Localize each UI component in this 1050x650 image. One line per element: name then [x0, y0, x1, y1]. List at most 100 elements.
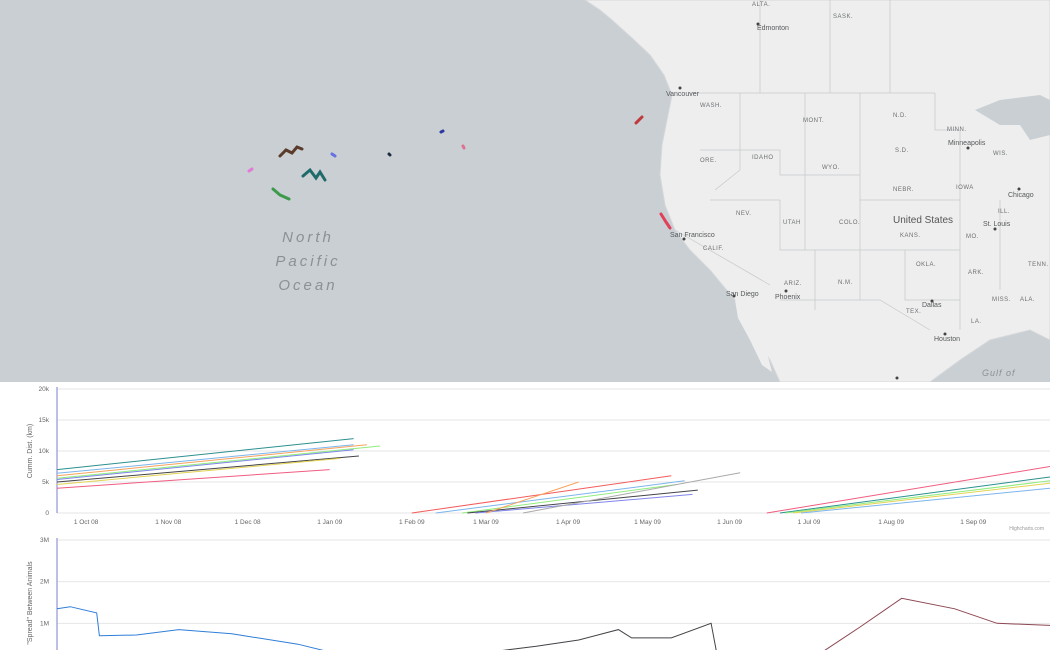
region-label: ILL.	[998, 209, 1011, 215]
y-tick-label: 2M	[40, 579, 49, 586]
region-label: MONT.	[803, 118, 825, 124]
x-tick-label: 1 Oct 08	[74, 519, 99, 526]
series-line	[56, 455, 359, 483]
series-line	[502, 622, 717, 650]
y-tick-label: 15k	[39, 417, 50, 424]
y-tick-label: 20k	[39, 386, 50, 393]
region-label: LA.	[971, 319, 982, 325]
x-tick-label: 1 May 09	[634, 519, 661, 526]
series-line	[766, 466, 1050, 514]
region-label: OKLA.	[916, 262, 937, 268]
ocean-label: North Pacific Ocean	[275, 229, 341, 294]
x-tick-label: 1 Aug 09	[878, 519, 904, 526]
x-tick-label: 1 Nov 08	[155, 519, 181, 526]
region-label: ORE.	[700, 158, 717, 164]
region-label: ALA.	[1020, 297, 1036, 303]
series-line	[475, 493, 693, 514]
x-tick-label: 1 Jul 09	[798, 519, 821, 526]
series-line	[435, 480, 685, 514]
y-tick-label: 5k	[42, 479, 50, 486]
x-tick-label: 1 Mar 09	[473, 519, 499, 526]
series-line	[56, 469, 330, 489]
city-label: Dallas	[922, 302, 942, 309]
city-label: Houston	[934, 336, 961, 343]
track-pink	[247, 167, 254, 173]
city-label: San Diego	[726, 291, 759, 298]
city-label: Vancouver	[666, 91, 699, 98]
series-line	[793, 482, 1050, 514]
city-label: San Francisco	[670, 232, 715, 239]
series-line	[779, 476, 1050, 514]
region-label: CALIF.	[703, 246, 725, 252]
region-label: UTAH	[783, 220, 801, 226]
y-tick-label: 3M	[40, 537, 49, 544]
region-label: WASH.	[700, 103, 722, 109]
series-line	[785, 480, 1050, 514]
series-line	[462, 484, 677, 514]
spread-chart[interactable]: 1M 2M 3M "Spread" Between Animals	[0, 535, 1050, 650]
basemap	[247, 0, 1050, 382]
region-label: WYO.	[822, 165, 840, 171]
y-tick-label: 0	[45, 510, 49, 517]
y-tick-label: 1M	[40, 620, 49, 627]
track-navy	[439, 129, 445, 134]
cumulative-distance-chart[interactable]: 0 5k 10k 15k 20k 1 Oct 08 1 Nov 08 1 Dec 08 1 Ja…	[0, 383, 1050, 535]
series-line	[56, 457, 341, 485]
series-line	[824, 597, 1050, 650]
region-label: ALTA.	[752, 2, 771, 8]
great-lakes	[975, 95, 1050, 140]
track-green	[271, 187, 291, 201]
series-line	[56, 444, 367, 477]
region-label: MINN.	[947, 127, 967, 133]
series-line	[801, 487, 1050, 514]
x-tick-label: 1 Sep 09	[960, 519, 986, 526]
series-line	[56, 445, 381, 479]
region-label: WIS.	[993, 151, 1008, 157]
region-label: NEV.	[736, 211, 752, 217]
track-teal	[301, 167, 327, 182]
city-label: Edmonton	[757, 25, 789, 32]
x-tick-label: 1 Apr 09	[556, 519, 581, 526]
gulf-label: Gulf of	[982, 368, 1016, 378]
region-label: ARK.	[968, 270, 985, 276]
track-rose	[461, 144, 466, 150]
region-label: COLO.	[839, 220, 861, 226]
x-tick-label: 1 Dec 08	[235, 519, 261, 526]
city-label: Chicago	[1008, 192, 1034, 199]
series-line	[522, 472, 741, 514]
region-label: MISS.	[992, 297, 1011, 303]
x-tick-label: 1 Jun 09	[717, 519, 742, 526]
series-line	[56, 438, 354, 471]
chart-credit: Highcharts.com	[1009, 526, 1044, 532]
y-axis-title: Cumm. Dist. (km)	[27, 424, 34, 478]
region-label: TEX.	[906, 309, 922, 315]
region-label: ARIZ.	[784, 281, 802, 287]
city-label: Phoenix	[775, 294, 801, 301]
track-dark	[387, 152, 392, 157]
animal-tracks	[247, 115, 672, 230]
baja-peninsula	[735, 300, 772, 372]
region-label: IDAHO	[752, 155, 774, 161]
north-america-landmass	[584, 0, 1050, 382]
city-label: Minneapolis	[948, 140, 986, 147]
region-label: S.D.	[895, 148, 909, 154]
region-label: SASK.	[833, 14, 854, 20]
track-red	[634, 115, 644, 125]
y-axis-title: "Spread" Between Animals	[27, 561, 34, 645]
series-line	[56, 444, 354, 474]
series-line	[56, 449, 354, 480]
track-blue	[330, 152, 337, 158]
map-view[interactable]: North Pacific Ocean United States Gulf o…	[0, 0, 1050, 382]
region-label: NEBR.	[893, 187, 914, 193]
track-brown	[278, 145, 304, 158]
region-label: N.D.	[893, 113, 907, 119]
country-label: United States	[893, 215, 954, 226]
y-tick-label: 10k	[39, 448, 50, 455]
city-dots	[678, 22, 1021, 380]
series-line	[56, 606, 324, 650]
region-label: TENN.	[1028, 262, 1049, 268]
region-label: IOWA	[956, 185, 974, 191]
track-magenta	[659, 212, 672, 230]
series-line	[485, 481, 579, 514]
x-tick-label: 1 Feb 09	[399, 519, 425, 526]
